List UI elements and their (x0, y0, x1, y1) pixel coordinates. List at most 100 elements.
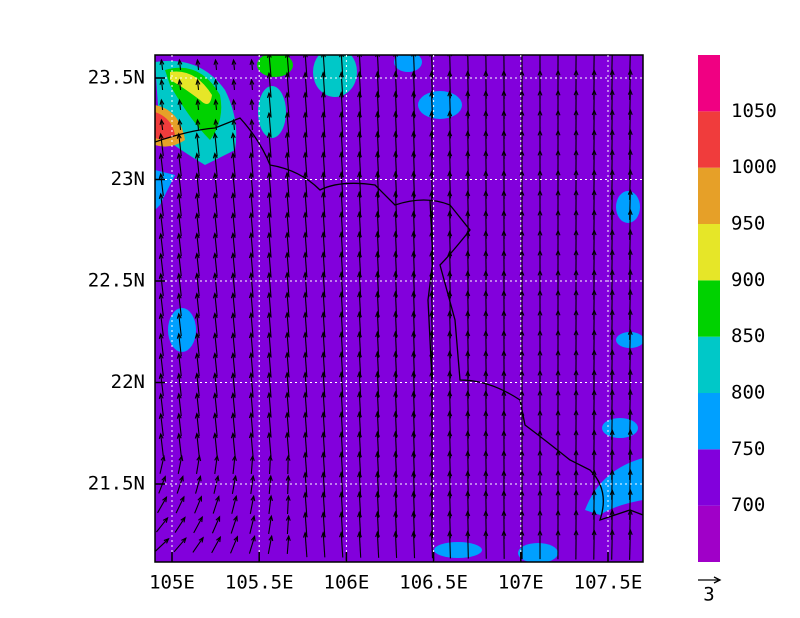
wind-arrow-head (375, 490, 381, 498)
wind-arrow-head (393, 510, 399, 517)
wind-arrow-head (537, 529, 543, 536)
wind-arrow-head (609, 88, 615, 96)
wind-arrow-head (501, 369, 507, 376)
wind-arrow (340, 412, 344, 438)
wind-arrow-head (483, 389, 489, 397)
wind-arrow-head (302, 131, 308, 138)
wind-arrow (196, 193, 200, 217)
wind-arrow-head (266, 271, 272, 279)
wind-arrow-head (321, 331, 326, 338)
wind-arrow-head (194, 352, 200, 359)
wind-arrow-head (411, 330, 417, 337)
wind-arrow-head (501, 89, 507, 96)
colorbar-label: 950 (731, 213, 765, 235)
wind-arrow-head (158, 412, 164, 419)
y-tick-label: 22N (111, 371, 145, 393)
wind-arrow-head (284, 191, 290, 198)
wind-arrow (178, 393, 182, 417)
wind-arrow (322, 332, 326, 358)
wind-arrow (214, 373, 218, 397)
wind-arrow-head (393, 370, 399, 377)
wind-arrow-head (196, 474, 202, 482)
wind-arrow-head (248, 271, 254, 279)
wind-arrow-head (321, 251, 326, 258)
wind-arrow (214, 59, 218, 71)
wind-arrow-head (429, 350, 435, 357)
wind-arrow-head (411, 270, 417, 277)
wind-arrow-head (627, 268, 633, 275)
wind-arrow (214, 333, 218, 357)
wind-arrow (340, 112, 344, 138)
wind-arrow (322, 232, 326, 258)
wind-arrow-head (357, 110, 362, 118)
wind-arrow-head (216, 535, 221, 543)
wind-arrow (178, 133, 182, 157)
wind-arrow (232, 59, 236, 71)
wind-arrow (178, 59, 182, 71)
contour (585, 458, 643, 515)
wind-arrow-head (176, 312, 182, 319)
wind-arrow-head (519, 209, 525, 216)
wind-arrow (358, 272, 362, 298)
wind-arrow-head (357, 150, 362, 158)
wind-arrow-head (302, 411, 308, 418)
wind-arrow (286, 212, 290, 238)
wind-arrow-head (339, 391, 344, 398)
wind-arrow (322, 372, 326, 398)
wind-arrow-head (393, 470, 399, 477)
wind-arrow (286, 152, 290, 178)
wind-arrow-head (609, 148, 615, 156)
wind-arrow (322, 432, 326, 458)
wind-arrow-head (609, 168, 615, 176)
wind-arrow-head (609, 108, 615, 116)
wind-arrow (304, 112, 308, 138)
wind-arrow (196, 413, 200, 437)
wind-arrow-head (393, 290, 399, 297)
wind-arrow-head (268, 514, 274, 522)
wind-arrow (178, 253, 182, 277)
wind-arrow (196, 59, 200, 71)
wind-arrow-head (302, 291, 308, 298)
wind-arrow-head (591, 468, 597, 476)
wind-arrow-head (230, 132, 236, 139)
wind-arrow (358, 232, 362, 258)
wind-arrow (232, 213, 236, 237)
wind-arrow-head (519, 329, 525, 336)
wind-arrow-head (627, 308, 633, 315)
wind-arrow (160, 353, 164, 377)
wind-arrow-head (176, 172, 182, 179)
wind-arrow-head (501, 249, 507, 256)
wind-arrow-head (302, 491, 308, 498)
wind-arrow (214, 456, 218, 474)
wind-arrow-head (591, 428, 597, 436)
wind-arrow-head (429, 370, 435, 377)
wind-arrow-head (591, 508, 597, 516)
wind-arrow (304, 492, 308, 518)
wind-arrow-head (537, 269, 543, 276)
wind-arrow-head (339, 171, 344, 178)
wind-arrow-head (555, 89, 561, 96)
wind-arrow-head (230, 432, 236, 439)
wind-arrow-head (266, 151, 272, 159)
wind-arrow-head (429, 270, 435, 277)
wind-arrow (230, 536, 238, 554)
wind-arrow (304, 72, 308, 98)
wind-arrow-head (411, 490, 417, 497)
wind-arrow-head (447, 490, 453, 497)
wind-arrow (340, 312, 344, 338)
wind-arrow-head (375, 130, 381, 138)
wind-arrow-head (176, 252, 182, 259)
wind-arrow (304, 252, 308, 278)
wind-arrow-head (393, 430, 399, 437)
wind-arrow-head (537, 389, 543, 396)
wind-arrow-head (194, 172, 200, 179)
wind-arrow-head (537, 429, 543, 436)
wind-arrow (467, 531, 469, 559)
wind-arrow-head (248, 371, 254, 379)
wind-arrow-head (194, 192, 200, 199)
wind-arrow (214, 133, 218, 157)
wind-arrow-head (179, 495, 185, 502)
wind-arrow (214, 313, 218, 337)
wind-arrow-head (284, 111, 290, 118)
wind-arrow-head (411, 90, 417, 97)
